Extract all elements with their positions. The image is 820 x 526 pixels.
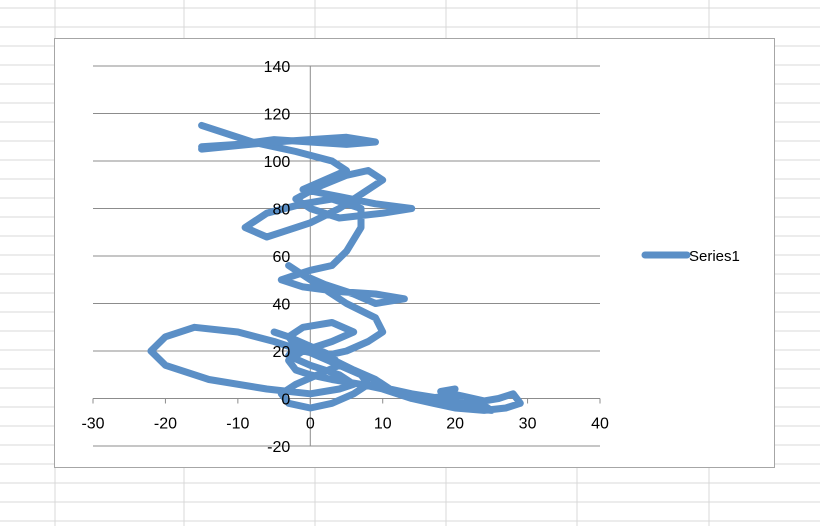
series-layer xyxy=(147,121,524,414)
x-tick-label-6: 30 xyxy=(519,416,537,433)
y-tick-label-3: 40 xyxy=(272,297,290,314)
chart-svg: -30 -20 -10 0 10 20 30 40-20020406080100120140 … xyxy=(81,59,740,456)
x-tick-label-4: 10 xyxy=(374,416,392,433)
y-tick-label-4: 60 xyxy=(272,249,290,266)
x-tick-label-3: 0 xyxy=(306,416,315,433)
chart-area[interactable]: -30 -20 -10 0 10 20 30 40 -20 0 20 40 60 80 100 120 140 … xyxy=(54,38,775,468)
series-line-0[interactable] xyxy=(147,121,524,414)
legend-label-series1: Series1 xyxy=(689,248,740,265)
y-tick-label-0: -20 xyxy=(267,439,290,456)
x-tick-label-5: 20 xyxy=(446,416,464,433)
x-tick-label-0: -30 xyxy=(81,416,104,433)
tick-labels: -30 -20 -10 0 10 20 30 40 -20 0 20 40 60 80 100 120 140 xyxy=(81,59,609,456)
x-tick-label-2: -10 xyxy=(226,416,249,433)
x-tick-label-1: -20 xyxy=(154,416,177,433)
y-tick-label-8: 140 xyxy=(264,59,291,76)
x-tick-label-7: 40 xyxy=(591,416,609,433)
y-tick-label-1: 0 xyxy=(281,392,290,409)
y-tick-label-7: 120 xyxy=(264,107,291,124)
legend[interactable]: Series1 xyxy=(641,248,740,265)
y-tick-label-5: 80 xyxy=(272,202,290,219)
y-tick-label-6: 100 xyxy=(264,154,291,171)
series-line-1[interactable] xyxy=(198,133,379,153)
y-tick-label-2: 20 xyxy=(272,344,290,361)
